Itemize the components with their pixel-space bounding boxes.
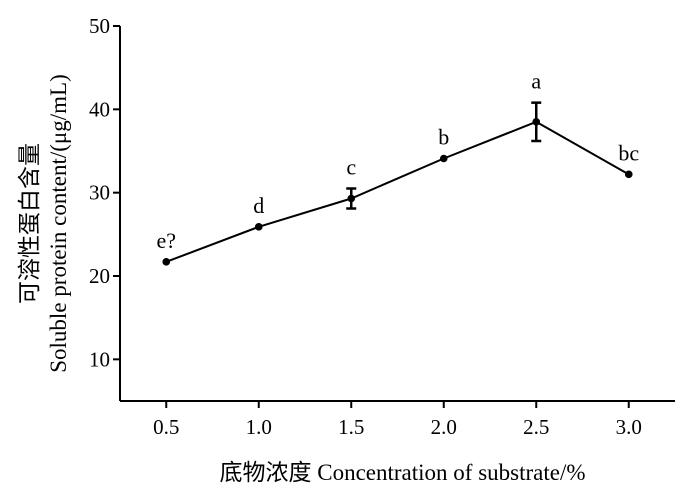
y-axis-title-en: Soluble protein content/(μg/mL)	[46, 74, 71, 373]
data-label: d	[253, 193, 264, 218]
axes	[119, 26, 675, 402]
data-point	[254, 223, 263, 231]
y-tick-label: 20	[89, 264, 110, 288]
y-tick-label: 30	[89, 181, 110, 205]
x-tick-label: 1.0	[246, 415, 272, 439]
data-point	[624, 170, 633, 179]
data-label: c	[346, 155, 356, 180]
y-tick-label: 10	[89, 347, 110, 371]
x-tick-label: 0.5	[153, 415, 179, 439]
data-label: e?	[156, 228, 176, 253]
data-point	[347, 194, 356, 203]
x-axis-title: 底物浓度 Concentration of substrate/%	[219, 460, 585, 485]
ticks: 10 20 30 40 50 0.5 1.0 1.5 2.0 2.5 3.0	[89, 14, 642, 439]
x-tick-label: 2.0	[431, 415, 457, 439]
series: e? d c b a bc	[156, 69, 639, 266]
y-tick-label: 50	[89, 14, 110, 38]
y-axis-title-cn: 可溶性蛋白含量	[17, 143, 42, 304]
series-line	[165, 120, 630, 263]
data-point	[162, 258, 171, 266]
data-point	[532, 118, 541, 126]
data-label: b	[438, 125, 449, 150]
data-point	[439, 154, 448, 163]
x-tick-label: 3.0	[616, 415, 642, 439]
x-tick-label: 2.5	[523, 415, 549, 439]
y-tick-label: 40	[89, 97, 110, 121]
x-tick-label: 1.5	[338, 415, 364, 439]
data-label: a	[531, 69, 541, 94]
data-label: bc	[618, 140, 639, 165]
axis-titles: 底物浓度 Concentration of substrate/% 可溶性蛋白含…	[17, 74, 586, 485]
